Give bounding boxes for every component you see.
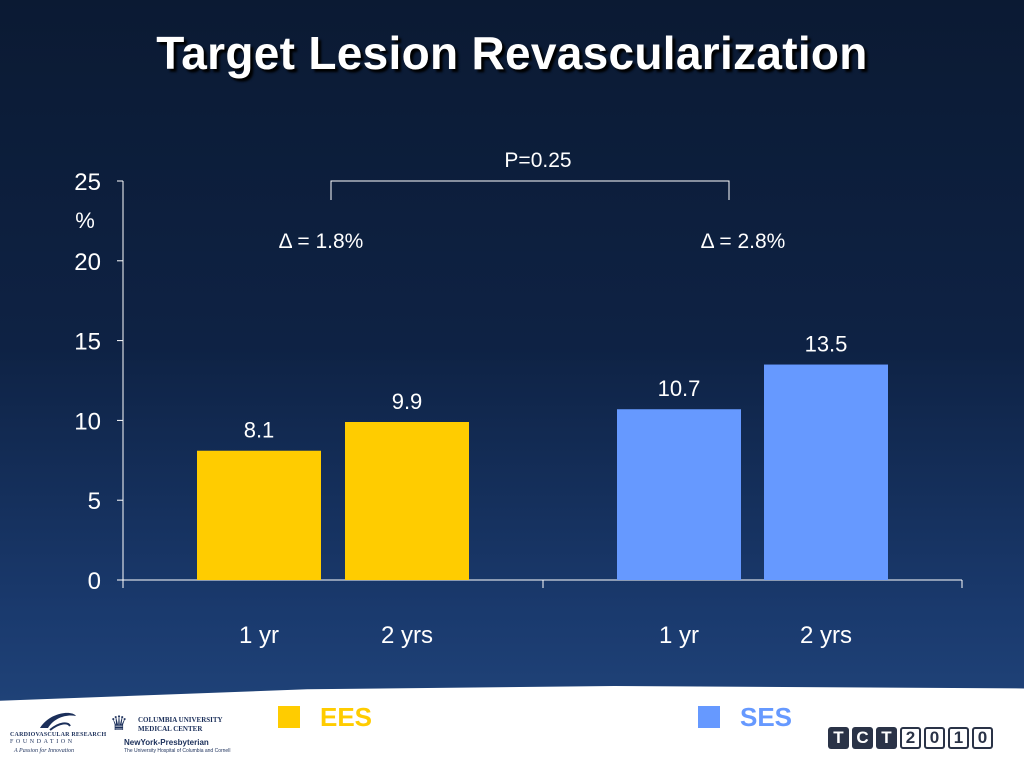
x-tick-label: 2 yrs [800, 622, 852, 649]
y-tick-label: 0 [88, 568, 101, 595]
crf-name: CARDIOVASCULAR RESEARCH [10, 732, 107, 738]
data-label: 13.5 [805, 332, 848, 357]
data-label: 10.7 [658, 376, 701, 401]
tct-logo: T C T 2 0 1 0 [828, 727, 993, 749]
legend-ees: EES [278, 702, 372, 732]
cu-line2: MEDICAL CENTER [138, 725, 203, 733]
data-label: 9.9 [392, 389, 423, 414]
tct-letter: T [828, 727, 849, 749]
x-tick-label: 1 yr [659, 622, 699, 649]
bar-ses-1 [617, 409, 741, 580]
legend-ses: SES [698, 702, 792, 732]
nyp-name: NewYork-Presbyterian [124, 738, 209, 747]
y-axis-label: % [75, 208, 95, 233]
crown-icon: ♛ [110, 713, 128, 735]
crf-swirl-icon [40, 712, 76, 731]
delta-annotation: Δ = 1.8% [279, 230, 364, 253]
tct-digit: 0 [924, 727, 945, 749]
crf-logo: CARDIOVASCULAR RESEARCH FOUNDATION A Pas… [10, 708, 107, 758]
delta-annotation: Δ = 2.8% [701, 230, 786, 253]
data-label: 8.1 [244, 418, 275, 443]
crf-foundation: FOUNDATION [10, 739, 75, 745]
p-value-label: P=0.25 [504, 149, 571, 172]
tct-digit: 2 [900, 727, 921, 749]
bar-ses-2 [764, 364, 888, 580]
tct-digit: 1 [948, 727, 969, 749]
y-tick-label: 25 [74, 169, 101, 196]
y-tick-label: 20 [74, 249, 101, 276]
p-value-bracket [330, 180, 730, 200]
legend-swatch-ees [278, 706, 300, 728]
legend-swatch-ses [698, 706, 720, 728]
tct-letter: T [876, 727, 897, 749]
x-tick-label: 2 yrs [381, 622, 433, 649]
bar-chart: 0 5 10 15 20 25% 8.1 1 yr 9.9 2 yrs Δ = 1.8% 10.7 1 … [74, 149, 888, 649]
y-tick-label: 10 [74, 408, 101, 435]
y-tick-label: 15 [74, 329, 101, 356]
legend-label-ses: SES [740, 701, 793, 732]
cu-line1: COLUMBIA UNIVERSITY [138, 716, 223, 724]
page-title: Target Lesion Revascularization [156, 27, 868, 79]
crf-tagline: A Passion for Innovation [14, 748, 75, 754]
bar-ees-2 [345, 421, 469, 580]
tct-digit: 0 [972, 727, 993, 749]
legend-label-ees: EES [320, 701, 373, 732]
x-tick-label: 1 yr [239, 622, 279, 649]
tct-letter: C [852, 727, 873, 749]
y-tick-label: 5 [88, 488, 101, 515]
bar-ees-1 [197, 450, 321, 580]
nyp-subtitle: The University Hospital of Columbia and … [124, 748, 231, 754]
columbia-logo: ♛ COLUMBIA UNIVERSITY MEDICAL CENTER New… [110, 714, 270, 764]
